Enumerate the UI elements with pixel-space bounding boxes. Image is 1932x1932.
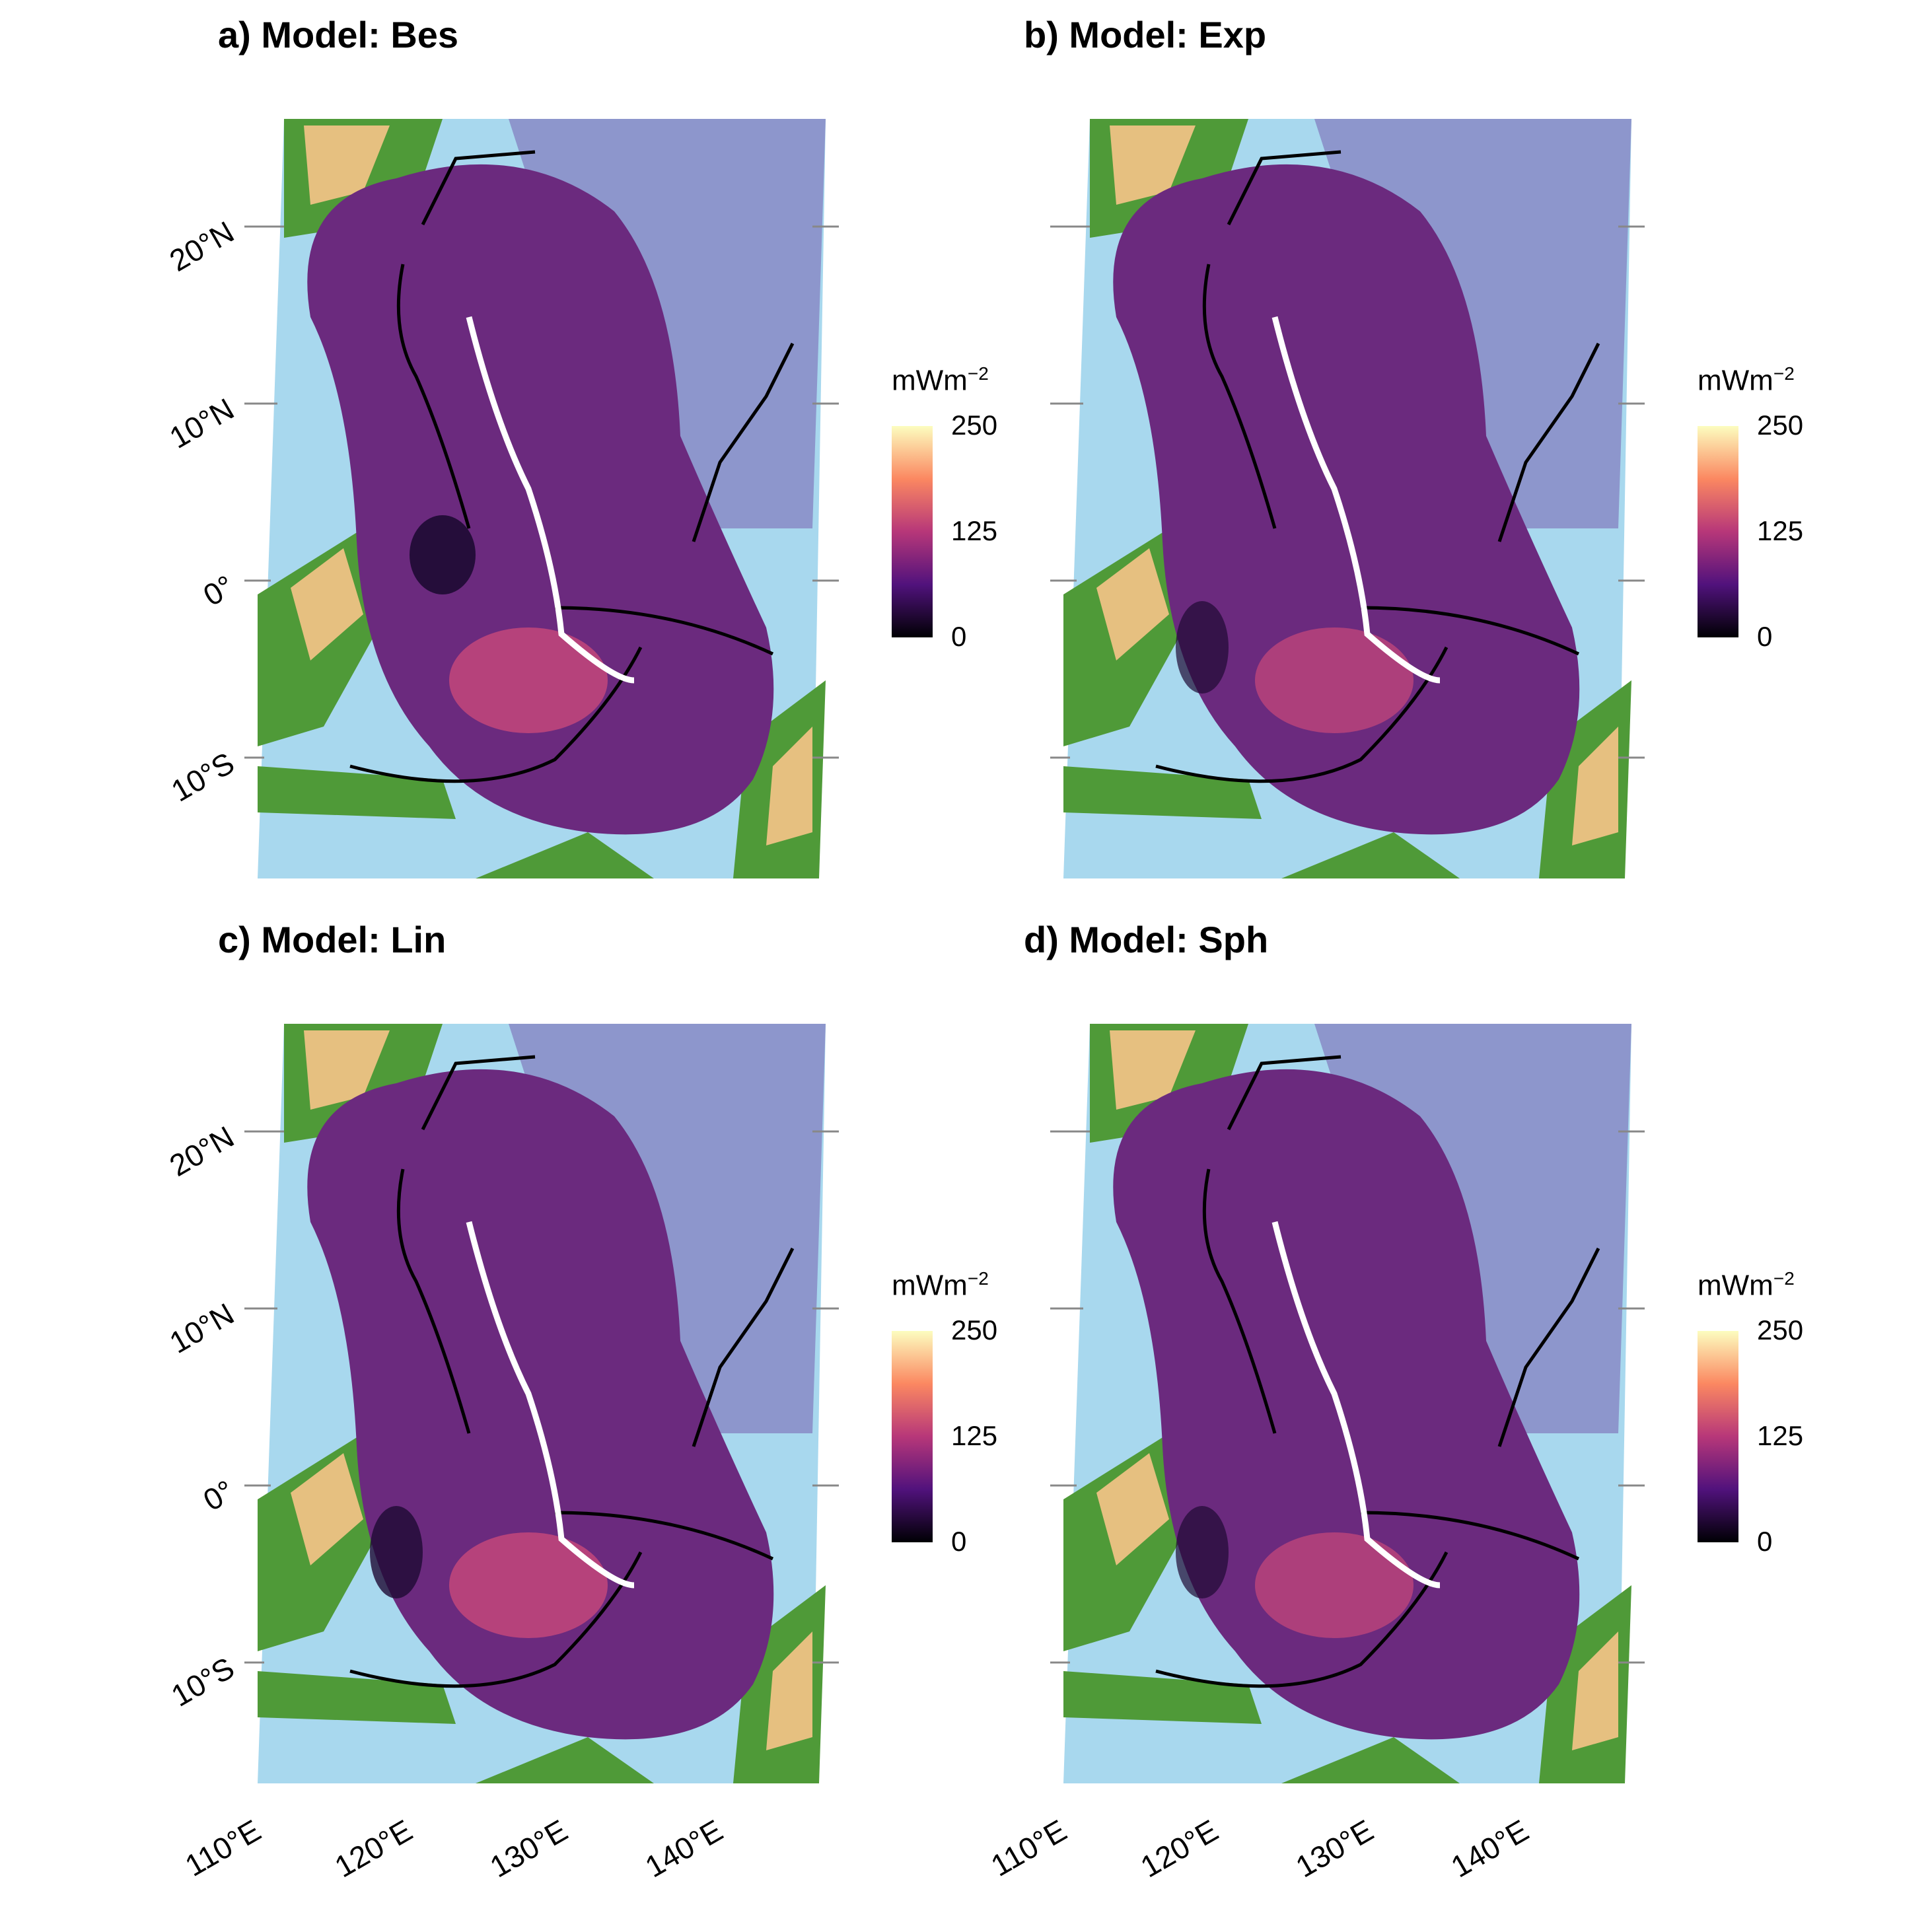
lat-label-10n: 10°N [163,391,240,455]
plate-boundary [1271,316,1441,684]
heatflow-field [1113,164,1580,835]
legend-tick-0: 0 [951,621,967,652]
lon-label-120e: 120°E [1135,1812,1224,1884]
trench-lines [1155,150,1600,783]
heatflow-field [307,164,774,835]
legend-tick-0: 0 [951,1526,967,1557]
map-panel-c [244,1024,839,1783]
legend-tick-125: 125 [1757,515,1804,546]
legend-tick-250: 250 [951,410,998,441]
panel-title-a: a) Model: Bes [218,14,459,55]
lat-label-0: 0° [197,568,240,613]
legend-title-d: mWm−2 [1698,1268,1795,1302]
legend-tick-0: 0 [1757,1526,1773,1557]
plate-boundary [466,1221,635,1589]
lat-gridlines [244,1130,839,1664]
map-panel-d [1050,1024,1645,1783]
lat-gridlines [1050,1130,1645,1664]
legend-tick-125: 125 [951,1420,998,1451]
legend-tick-125: 125 [1757,1420,1804,1451]
lon-label-110e: 110°E [178,1812,266,1883]
lon-label-130e: 130°E [484,1812,573,1884]
colorbar-a [892,426,933,637]
heatflow-high-zone [449,627,608,733]
map-panel-a [244,119,839,878]
lat-label-0: 0° [197,1473,240,1518]
legend-title-b: mWm−2 [1698,363,1795,397]
heatflow-low-zone [410,515,476,594]
lat-gridlines [244,225,839,759]
heatflow-field [1113,1069,1580,1740]
lon-label-110e: 110°E [984,1812,1072,1883]
panel-title-b: b) Model: Exp [1024,14,1267,55]
colorbar-b [1698,426,1738,637]
trench-lines [1155,1055,1600,1688]
panel-title-c: c) Model: Lin [218,919,447,960]
colorbar-d [1698,1331,1738,1542]
lat-label-10s: 10°S [165,1650,240,1713]
colorbar-c [892,1331,933,1542]
lat-label-20n: 20°N [163,1119,240,1183]
map-panel-b [1050,119,1645,878]
legend-tick-250: 250 [1757,1314,1804,1345]
lat-gridlines [1050,225,1645,759]
plate-boundary [466,316,635,684]
heatflow-low-zone [370,1506,423,1598]
lon-label-140e: 140°E [1445,1812,1534,1884]
trench-lines [349,150,795,783]
heatflow-low-zone [1176,1506,1229,1598]
legend-tick-0: 0 [1757,621,1773,652]
lat-label-10n: 10°N [163,1296,240,1360]
lon-label-120e: 120°E [329,1812,418,1884]
lat-label-20n: 20°N [163,214,240,278]
heatflow-high-zone [1255,627,1413,733]
panel-title-d: d) Model: Sph [1024,919,1269,960]
lat-label-10s: 10°S [165,745,240,808]
plate-boundary [1271,1221,1441,1589]
heatflow-low-zone [1176,601,1229,694]
legend-tick-125: 125 [951,515,998,546]
heatflow-field [307,1069,774,1740]
legend-title-a: mWm−2 [892,363,989,397]
legend-title-c: mWm−2 [892,1268,989,1302]
legend-tick-250: 250 [951,1314,998,1345]
lon-label-140e: 140°E [639,1812,729,1884]
legend-tick-250: 250 [1757,410,1804,441]
lon-label-130e: 130°E [1290,1812,1379,1884]
trench-lines [349,1055,795,1688]
heatflow-high-zone [1255,1532,1413,1638]
heatflow-high-zone [449,1532,608,1638]
